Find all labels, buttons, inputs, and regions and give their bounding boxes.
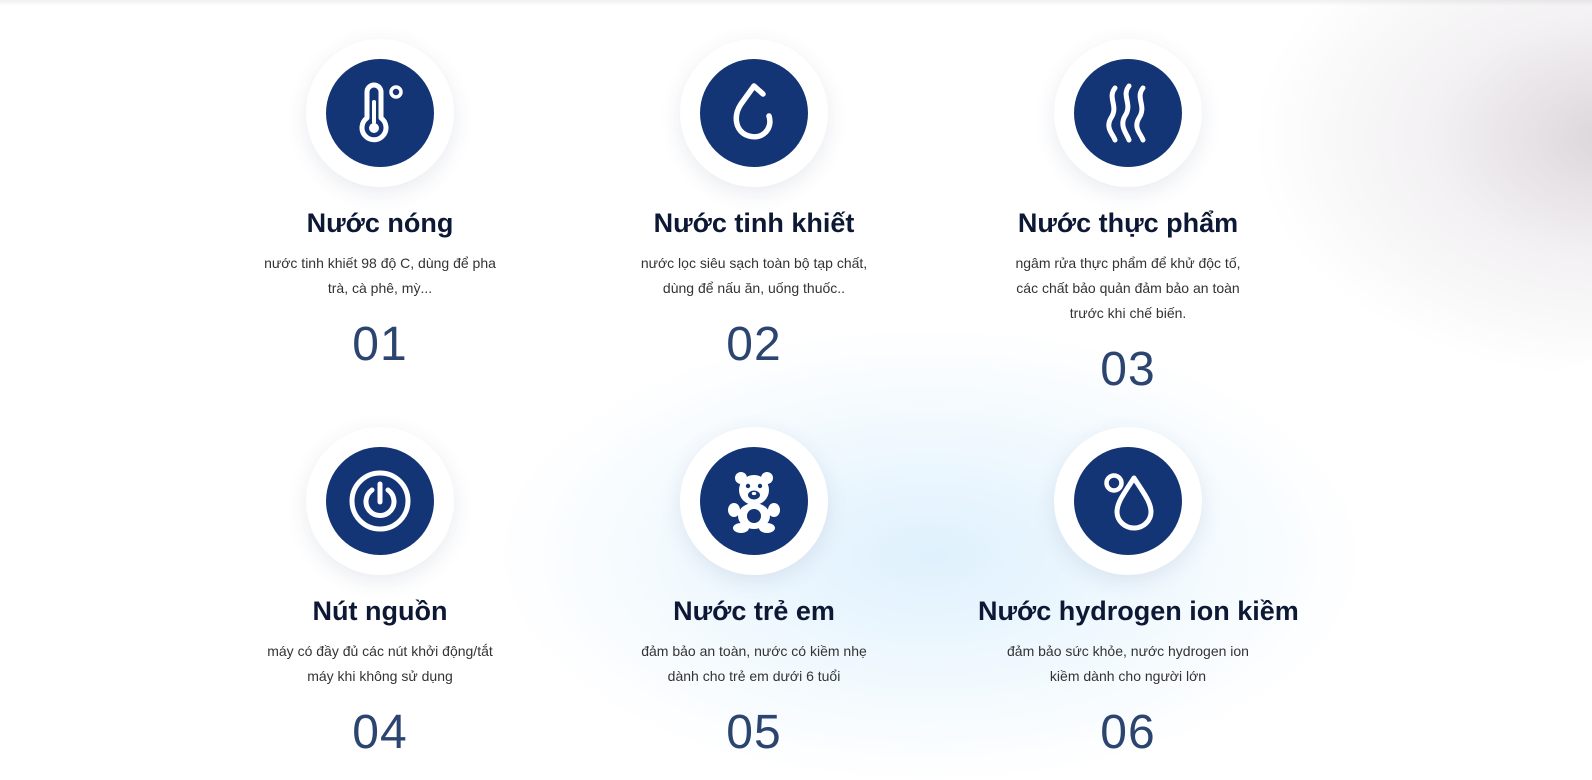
feature-description: máy có đầy đủ các nút khởi động/tắt máy … [267, 643, 493, 684]
thermometer-icon [359, 82, 403, 143]
feature-title: Nước trẻ em [673, 596, 835, 626]
icon-disc [700, 447, 808, 555]
icon-disc [326, 447, 434, 555]
feature-description: đảm bảo an toàn, nước có kiềm nhẹ dành c… [641, 643, 867, 684]
background-shadow [1250, 0, 1592, 380]
feature-card-hot-water: Nước nóng nước tinh khiết 98 độ C, dùng … [230, 39, 530, 373]
feature-description: đảm bảo sức khỏe, nước hydrogen ion kiềm… [1007, 643, 1249, 684]
feature-card-kids-water: Nước trẻ em đảm bảo an toàn, nước có kiề… [604, 427, 904, 761]
power-icon [349, 470, 411, 532]
steam-waves-icon [1106, 83, 1146, 143]
top-shadow-edge [0, 0, 1592, 6]
feature-title: Nước thực phẩm [1017, 208, 1239, 238]
background-glow [500, 330, 1360, 780]
icon-disc [1074, 59, 1182, 167]
feature-title: Nước nóng [306, 208, 454, 238]
feature-description: ngâm rửa thực phẩm để khử độc tố, các ch… [1015, 255, 1241, 321]
feature-description: nước tinh khiết 98 độ C, dùng để pha trà… [264, 255, 496, 296]
feature-number: 05 [726, 706, 782, 759]
feature-number: 02 [726, 318, 782, 371]
feature-card-food-water: Nước thực phẩm ngâm rửa thực phẩm để khử… [978, 39, 1278, 398]
feature-number: 01 [352, 318, 408, 371]
feature-title: Nước hydrogen ion kiềm [978, 596, 1299, 626]
icon-disc [326, 59, 434, 167]
icon-ring [306, 39, 454, 187]
teddy-bear-icon [728, 472, 780, 533]
feature-description: nước lọc siêu sạch toàn bộ tạp chất, dùn… [640, 255, 868, 296]
feature-number: 03 [1100, 343, 1156, 396]
icon-disc [700, 59, 808, 167]
feature-title: Nước tinh khiết [653, 208, 855, 238]
water-drop-icon [733, 83, 773, 140]
feature-card-pure-water: Nước tinh khiết nước lọc siêu sạch toàn … [604, 39, 904, 373]
feature-number: 06 [1100, 706, 1156, 759]
feature-card-power-button: Nút nguồn máy có đầy đủ các nút khởi độn… [230, 427, 530, 761]
hydrogen-drop-icon [1104, 473, 1154, 531]
icon-ring [680, 427, 828, 575]
icon-disc [1074, 447, 1182, 555]
feature-title: Nút nguồn [312, 596, 448, 626]
icon-ring [680, 39, 828, 187]
feature-number: 04 [352, 706, 408, 759]
icon-ring [306, 427, 454, 575]
icon-ring [1054, 39, 1202, 187]
icon-ring [1054, 427, 1202, 575]
feature-card-hydrogen-water: Nước hydrogen ion kiềm đảm bảo sức khỏe,… [978, 427, 1299, 761]
